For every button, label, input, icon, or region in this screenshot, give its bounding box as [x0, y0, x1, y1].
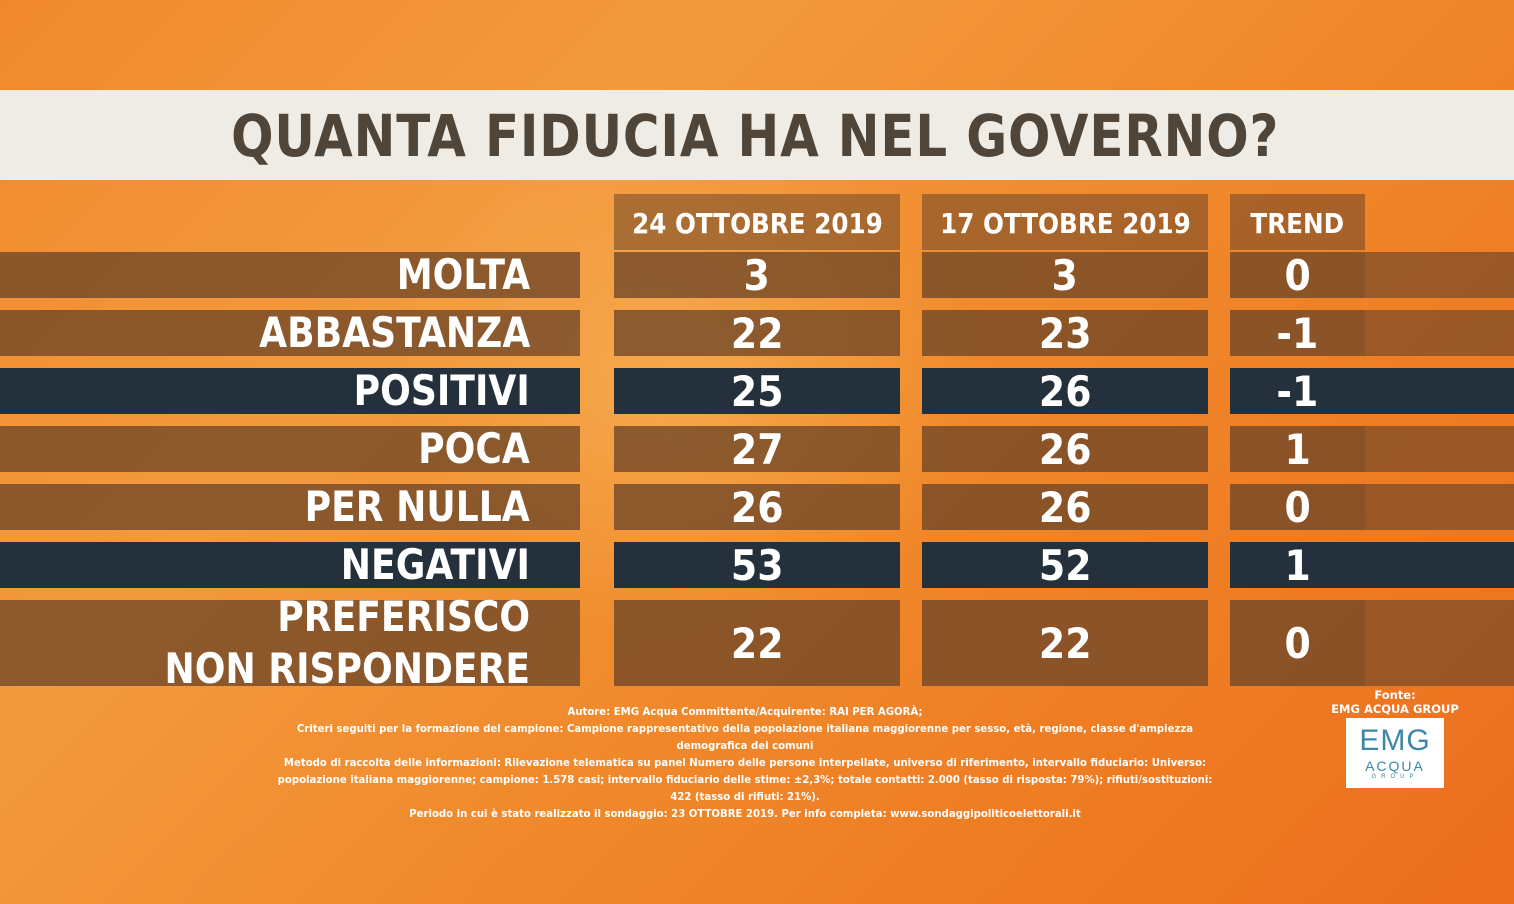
row-label-text: POSITIVI	[353, 366, 530, 415]
table-row: POSITIVI 25 26 -1	[0, 366, 1514, 416]
source-credit: Fonte: EMG ACQUA GROUP	[1320, 688, 1470, 716]
row-label: PER NULLA	[0, 482, 580, 531]
table-row: ABBASTANZA 22 23 -1	[0, 308, 1514, 358]
value-text: 53	[730, 540, 784, 590]
row-label-text: ABBASTANZA	[258, 308, 530, 357]
emg-logo: EMG ACQUA GROUP	[1346, 718, 1444, 788]
value-cell: 0	[1230, 250, 1365, 300]
value-cell: -1	[1230, 308, 1365, 358]
row-label: POSITIVI	[0, 366, 580, 415]
value-cell: 27	[614, 424, 900, 474]
value-cell: 25	[614, 366, 900, 416]
note-line: popolazione italiana maggiorenne; campio…	[277, 773, 1213, 803]
column-header-label: 17 OTTOBRE 2019	[939, 207, 1191, 240]
row-extension	[1365, 252, 1514, 298]
value-cell: 0	[1230, 600, 1365, 686]
value-cell: 3	[614, 250, 900, 300]
value-cell: 26	[922, 366, 1208, 416]
value-text: 3	[743, 250, 771, 300]
value-text: 0	[1284, 250, 1311, 300]
value-cell: 3	[922, 250, 1208, 300]
value-cell: 22	[922, 600, 1208, 686]
column-header-17-ottobre: 17 OTTOBRE 2019	[922, 194, 1208, 250]
table-row: PER NULLA 26 26 0	[0, 482, 1514, 532]
value-cell: 22	[614, 308, 900, 358]
table-row: MOLTA 3 3 0	[0, 250, 1514, 300]
column-header-label: 24 OTTOBRE 2019	[631, 207, 883, 240]
note-line: Autore: EMG Acqua Committente/Acquirente…	[567, 705, 923, 718]
value-text: 25	[730, 366, 784, 416]
column-header-24-ottobre: 24 OTTOBRE 2019	[614, 194, 900, 250]
value-cell: 1	[1230, 424, 1365, 474]
table-row: POCA 27 26 1	[0, 424, 1514, 474]
value-text: 26	[730, 482, 784, 532]
source-name: EMG ACQUA GROUP	[1331, 702, 1459, 716]
value-text: 22	[730, 618, 784, 668]
value-text: -1	[1276, 366, 1319, 416]
value-cell: 26	[922, 424, 1208, 474]
row-extension	[1365, 426, 1514, 472]
row-label: POCA	[0, 424, 580, 473]
note-line: Metodo di raccolta delle informazioni: R…	[283, 756, 1207, 769]
value-text: 26	[1038, 424, 1092, 474]
column-header-label: TREND	[1250, 207, 1345, 240]
value-text: 27	[730, 424, 784, 474]
source-label: Fonte:	[1374, 688, 1416, 702]
value-text: 1	[1284, 540, 1311, 590]
row-label-text: PREFERISCO NON RISPONDERE	[164, 592, 530, 693]
value-cell: 23	[922, 308, 1208, 358]
value-cell: 26	[922, 482, 1208, 532]
methodology-notes: Autore: EMG Acqua Committente/Acquirente…	[230, 703, 1260, 822]
row-extension	[1365, 542, 1514, 588]
value-text: 0	[1284, 618, 1311, 668]
row-label: MOLTA	[0, 250, 580, 299]
value-cell: 22	[614, 600, 900, 686]
value-cell: 26	[614, 482, 900, 532]
row-label-text: MOLTA	[396, 250, 530, 299]
title-bar	[0, 90, 1514, 180]
value-cell: 52	[922, 540, 1208, 590]
value-text: -1	[1276, 308, 1319, 358]
row-label: NEGATIVI	[0, 540, 580, 589]
value-text: 26	[1038, 482, 1092, 532]
note-line: Periodo in cui è stato realizzato il son…	[409, 807, 1081, 820]
value-text: 1	[1284, 424, 1311, 474]
logo-group-text: GROUP	[1371, 774, 1419, 780]
note-line: Criteri seguiti per la formazione del ca…	[296, 722, 1194, 752]
value-text: 22	[1038, 618, 1092, 668]
value-cell: 1	[1230, 540, 1365, 590]
row-label-text: POCA	[418, 424, 530, 473]
value-text: 23	[1038, 308, 1092, 358]
row-label-text: NEGATIVI	[340, 540, 530, 589]
row-extension	[1365, 484, 1514, 530]
row-extension	[1365, 600, 1514, 686]
row-label: ABBASTANZA	[0, 308, 580, 357]
table-row: PREFERISCO NON RISPONDERE 22 22 0	[0, 592, 1514, 693]
row-extension	[1365, 368, 1514, 414]
logo-emg-text: EMG	[1359, 724, 1431, 757]
value-text: 3	[1051, 250, 1079, 300]
table-row: NEGATIVI 53 52 1	[0, 540, 1514, 590]
value-text: 22	[730, 308, 784, 358]
row-label: PREFERISCO NON RISPONDERE	[0, 592, 580, 693]
value-text: 0	[1284, 482, 1311, 532]
page-title: QUANTA FIDUCIA HA NEL GOVERNO?	[231, 102, 1280, 170]
logo-acqua-text: ACQUA	[1365, 758, 1425, 774]
value-text: 26	[1038, 366, 1092, 416]
value-cell: 53	[614, 540, 900, 590]
row-extension	[1365, 310, 1514, 356]
value-cell: -1	[1230, 366, 1365, 416]
value-text: 52	[1038, 540, 1092, 590]
value-cell: 0	[1230, 482, 1365, 532]
row-label-text: PER NULLA	[304, 482, 530, 531]
column-header-trend: TREND	[1230, 194, 1365, 250]
